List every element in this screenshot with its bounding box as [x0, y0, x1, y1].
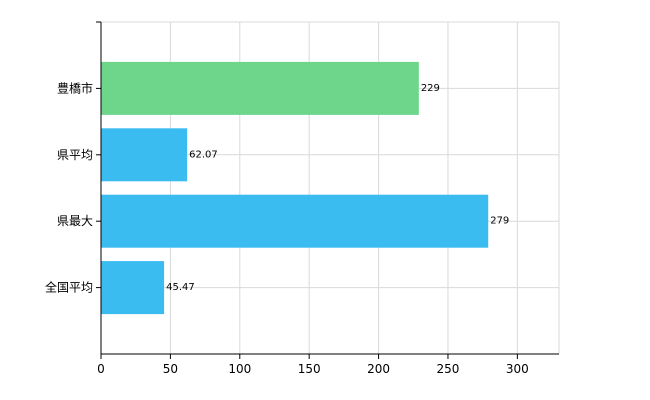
x-tick-label: 100 [228, 362, 251, 376]
x-tick-label: 0 [97, 362, 105, 376]
data-label: 279 [490, 216, 509, 227]
y-tick-label: 県平均 [57, 148, 93, 162]
data-label: 62.07 [189, 149, 218, 160]
bar [101, 61, 419, 115]
data-label: 229 [421, 83, 440, 94]
y-tick-label: 県最大 [57, 214, 93, 228]
x-tick-label: 250 [437, 362, 460, 376]
data-label: 45.47 [166, 282, 195, 293]
x-tick-label: 200 [367, 362, 390, 376]
bar [101, 261, 165, 315]
bars [101, 61, 489, 315]
axes [100, 22, 559, 355]
x-tick-label: 300 [506, 362, 529, 376]
bar [101, 194, 489, 248]
y-tick-label: 全国平均 [45, 280, 93, 295]
x-tick-label: 50 [163, 362, 178, 376]
y-tick-label: 豊橋市 [57, 80, 93, 95]
bar [101, 128, 188, 182]
x-tick-label: 150 [298, 362, 321, 376]
